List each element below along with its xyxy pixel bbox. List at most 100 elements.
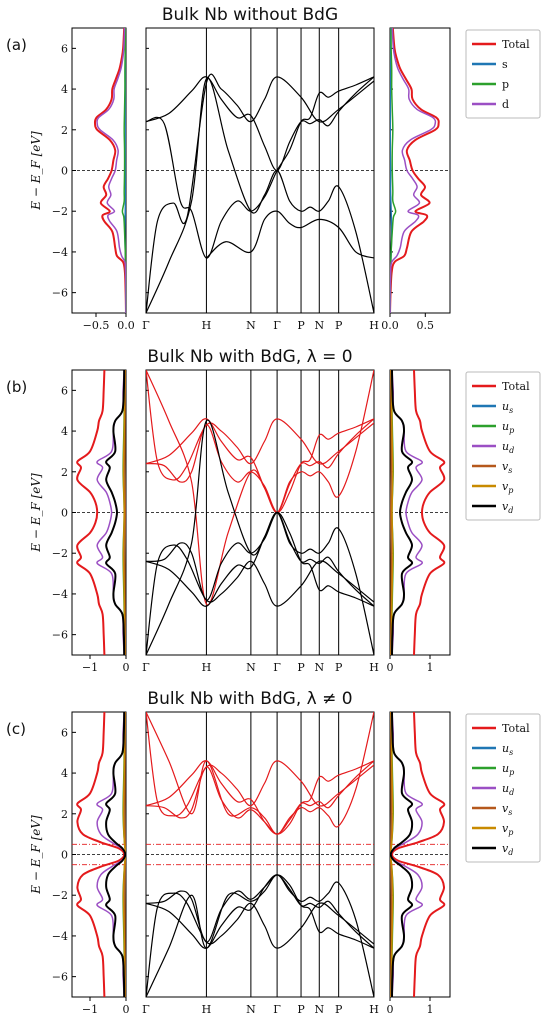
band-line <box>146 760 374 835</box>
kpath-label: Γ <box>142 319 150 332</box>
ldos-x-tick-label: −0.5 <box>83 319 110 332</box>
legend-label: vd <box>502 842 513 857</box>
dos-curve-left <box>96 28 126 313</box>
kpath-label: P <box>335 661 343 674</box>
dos-curve-left <box>93 28 126 313</box>
y-axis-label: E − E_F [eV] <box>29 473 43 553</box>
panel-b: Bulk Nb with BdG, λ = 0 (b) E − E_F [eV] 6 4… <box>6 347 541 674</box>
legend-label: d <box>502 98 509 111</box>
dos-curve-right <box>390 28 440 313</box>
legend-box <box>465 371 541 521</box>
kpath-label: N <box>314 1003 324 1016</box>
band-line <box>146 712 374 835</box>
kpath-label: H <box>369 1003 379 1016</box>
kpath-label: N <box>314 661 324 674</box>
legend-label: Total <box>502 722 530 735</box>
kpath-label: P <box>297 1003 305 1016</box>
y-axis-label: E − E_F [eV] <box>29 815 43 895</box>
kpath-label: H <box>202 661 212 674</box>
y-tick-label: 0 <box>61 849 68 862</box>
rdos-x-tick-label: 0 <box>387 661 394 674</box>
rdos-x-tick-label: 0.5 <box>417 319 435 332</box>
panel-title: Bulk Nb with BdG, λ = 0 <box>147 347 352 367</box>
y-tick-label: −6 <box>52 629 68 642</box>
y-tick-label: −4 <box>52 588 68 601</box>
y-tick-label: 4 <box>61 425 68 438</box>
kpath-label: Γ <box>273 661 281 674</box>
dos-curve-right <box>390 28 397 313</box>
dos-curve-left <box>96 370 125 655</box>
kpath-label: P <box>297 319 305 332</box>
legend-label: ud <box>502 440 514 455</box>
kpath-label: N <box>246 319 256 332</box>
rdos-x-tick-label: 0.0 <box>381 319 399 332</box>
y-tick-label: −4 <box>52 930 68 943</box>
y-tick-label: −6 <box>52 287 68 300</box>
y-tick-label: 2 <box>61 808 68 821</box>
legend-label: vs <box>502 802 512 817</box>
y-tick-label: 6 <box>61 42 68 55</box>
y-tick-label: −2 <box>52 547 68 560</box>
band-line <box>146 874 374 949</box>
kpath-label: H <box>369 661 379 674</box>
ldos-x-tick-label: 0 <box>123 661 130 674</box>
left-dos <box>93 28 126 313</box>
dos-curve-left <box>76 712 126 997</box>
legend-label: vp <box>502 822 513 837</box>
legend-box <box>465 29 541 119</box>
dos-curve-left <box>121 28 126 313</box>
kpath-label: H <box>202 1003 212 1016</box>
dos-curve-right <box>413 370 446 655</box>
panel-title: Bulk Nb without BdG <box>162 5 338 25</box>
y-tick-label: 4 <box>61 83 68 96</box>
band-line <box>146 760 374 835</box>
kpath-label: P <box>335 319 343 332</box>
legend-label: ud <box>502 782 514 797</box>
kpath-label: Γ <box>142 1003 150 1016</box>
legend-label: vp <box>502 480 513 495</box>
y-tick-label: −6 <box>52 971 68 984</box>
dos-curve-left <box>122 712 126 997</box>
y-tick-label: −2 <box>52 205 68 218</box>
band-line <box>146 874 374 997</box>
band-line <box>146 874 374 949</box>
dos-curve-right <box>390 712 446 997</box>
rdos-x-tick-label: 1 <box>427 1003 434 1016</box>
legend-label: p <box>502 78 509 91</box>
kpath-label: N <box>246 661 256 674</box>
band-structure <box>146 73 374 313</box>
dos-curve-left <box>105 712 126 997</box>
band-frame <box>145 711 375 998</box>
legend-label: vd <box>502 500 513 515</box>
legend-label: up <box>502 420 514 435</box>
left-dos <box>76 370 126 655</box>
y-axis-label: E − E_F [eV] <box>29 131 43 211</box>
panel-label: (b) <box>6 378 27 396</box>
band-line <box>146 73 374 313</box>
band-line <box>146 892 374 997</box>
legend-label: up <box>502 762 514 777</box>
y-tick-label: 0 <box>61 507 68 520</box>
kpath-label: Γ <box>142 661 150 674</box>
band-frame <box>145 27 375 314</box>
right-dos <box>390 28 440 313</box>
ldos-x-tick-label: 0 <box>123 1003 130 1016</box>
dos-curve-left <box>105 370 126 655</box>
y-tick-label: 6 <box>61 384 68 397</box>
band-line <box>146 370 374 481</box>
dos-curve-left <box>122 370 126 655</box>
panel-label: (a) <box>6 36 27 54</box>
legend-label: vs <box>502 460 512 475</box>
y-tick-label: −4 <box>52 246 68 259</box>
panel-label: (c) <box>6 720 26 738</box>
kpath-label: N <box>314 319 324 332</box>
kpath-label: Γ <box>273 1003 281 1016</box>
dos-curve-right <box>390 712 414 997</box>
rdos-x-tick-label: 1 <box>427 661 434 674</box>
y-tick-label: 4 <box>61 767 68 780</box>
band-structure <box>146 712 374 997</box>
y-tick-label: 2 <box>61 466 68 479</box>
band-frame <box>145 369 375 656</box>
ldos-x-tick-label: −1 <box>82 1003 98 1016</box>
